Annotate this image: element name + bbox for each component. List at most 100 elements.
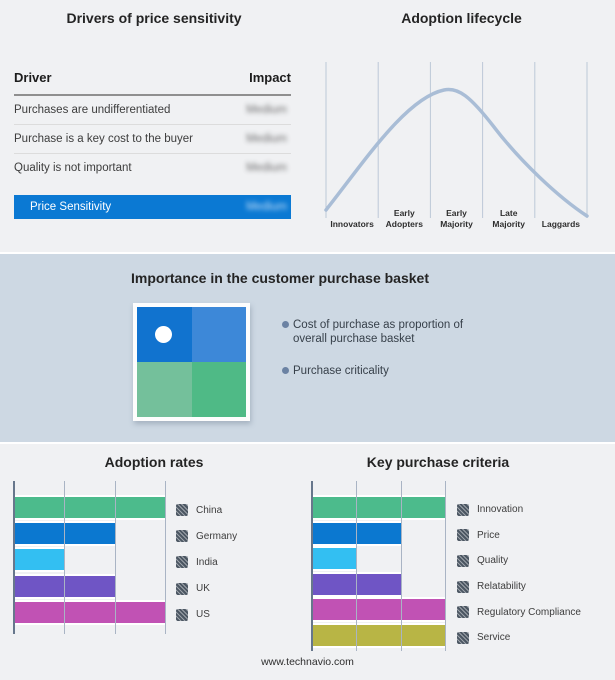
- bullet-item: Purchase criticality: [282, 364, 492, 378]
- adoption-rates-panel: Adoption rates China Germany India UK US: [0, 444, 308, 656]
- purchase-criteria-plot: [311, 481, 446, 651]
- quadrant-cell-bottom-right: [191, 362, 246, 417]
- legend-swatch-icon: [457, 580, 469, 593]
- purchase-criteria-panel: Key purchase criteria Innovation Price Qua…: [308, 444, 615, 656]
- drivers-title: Drivers of price sensitivity: [66, 10, 242, 26]
- legend-item: Price: [457, 523, 581, 549]
- legend-item: UK: [176, 576, 237, 602]
- legend-label: US: [196, 609, 210, 621]
- legend-item: Innovation: [457, 497, 581, 523]
- legend-item: Germany: [176, 523, 237, 549]
- table-row: Purchases are undifferentiated Medium: [14, 96, 291, 125]
- table-row: Quality is not important Medium: [14, 154, 291, 182]
- drivers-table-rows: Purchases are undifferentiated Medium Purc…: [14, 96, 291, 219]
- legend-label: Innovation: [477, 504, 524, 516]
- bar-germany: [15, 521, 116, 547]
- legend-swatch-icon: [457, 529, 469, 542]
- adoption-rates-title: Adoption rates: [104, 454, 204, 470]
- gridline: [445, 481, 446, 651]
- legend-item: China: [176, 497, 237, 523]
- legend-swatch-icon: [457, 554, 469, 567]
- bar-china: [15, 495, 166, 520]
- bullet-text: Purchase criticality: [293, 365, 389, 377]
- stage-label: Innovators: [330, 219, 374, 229]
- bar-regulatory-compliance: [313, 597, 446, 623]
- legend-swatch-icon: [176, 530, 188, 543]
- legend-swatch-icon: [176, 556, 188, 569]
- legend-label: Relatability: [477, 581, 526, 593]
- legend-swatch-icon: [457, 503, 469, 516]
- bar-india: [15, 547, 66, 573]
- driver-cell: Purchase is a key cost to the buyer: [14, 133, 193, 145]
- gridline: [165, 481, 166, 634]
- bar-us: [15, 599, 166, 625]
- driver-cell: Price Sensitivity: [30, 201, 112, 213]
- table-row: Price Sensitivity Medium: [14, 195, 291, 219]
- legend-label: Service: [477, 632, 511, 644]
- purchase-basket-band: Importance in the customer purchase bask…: [0, 252, 615, 444]
- stage-divider-lines: [325, 62, 588, 218]
- quadrant-matrix: [137, 307, 246, 417]
- driver-cell: Quality is not important: [14, 162, 132, 174]
- table-header: Driver Impact: [14, 70, 291, 96]
- legend-item: US: [176, 602, 237, 628]
- bar-service: [313, 622, 446, 648]
- legend-swatch-icon: [176, 504, 188, 517]
- drivers-panel: Drivers of price sensitivity Driver Impa…: [0, 0, 308, 252]
- lifecycle-panel: Adoption lifecycle Innovators Early Adopt…: [308, 0, 615, 252]
- impact-cell: Medium: [246, 201, 287, 213]
- bar-quality: [313, 546, 358, 572]
- bar-price: [313, 520, 402, 546]
- lifecycle-stages: Innovators Early Adopters Early Majority La…: [326, 203, 587, 230]
- purchase-criteria-title: Key purchase criteria: [366, 454, 510, 470]
- bar-uk: [15, 573, 116, 599]
- legend-swatch-icon: [176, 608, 188, 621]
- bar-relatability: [313, 571, 402, 597]
- adoption-rates-plot: [13, 481, 166, 634]
- legend-swatch-icon: [457, 631, 469, 644]
- table-row: Purchase is a key cost to the buyer Mediu…: [14, 125, 291, 154]
- legend-label: Quality: [477, 555, 509, 567]
- driver-column-header: Driver: [14, 70, 52, 85]
- lifecycle-chart: [324, 62, 589, 218]
- quadrant-cell-top-right: [191, 307, 246, 362]
- gridline: [400, 481, 402, 651]
- quadrant-frame: [133, 303, 250, 421]
- bars: [313, 495, 446, 649]
- purchase-criteria-legend: Innovation Price Quality Relatability Regula…: [457, 497, 581, 651]
- website-url: www.technavio.com: [261, 656, 354, 668]
- gridline: [114, 481, 116, 634]
- legend-label: Regulatory Compliance: [477, 606, 581, 618]
- position-marker-dot: [155, 326, 172, 343]
- bullet-icon: [282, 321, 289, 328]
- driver-cell: Purchases are undifferentiated: [14, 104, 171, 116]
- stage-label: Early Adopters: [385, 208, 423, 229]
- impact-cell: Medium: [246, 162, 287, 174]
- bar-innovation: [313, 495, 446, 520]
- legend-item: Regulatory Compliance: [457, 599, 581, 625]
- legend-label: China: [196, 504, 223, 516]
- gridline: [64, 481, 66, 634]
- legend-label: India: [196, 556, 218, 568]
- stage-label: Late Majority: [492, 208, 525, 229]
- legend-item: Quality: [457, 548, 581, 574]
- bullet-icon: [282, 367, 289, 374]
- impact-cell: Medium: [246, 104, 287, 116]
- impact-cell: Medium: [246, 133, 287, 145]
- legend-item: Relatability: [457, 574, 581, 600]
- bullet-item: Cost of purchase as proportion of overal…: [282, 318, 492, 346]
- lifecycle-title: Adoption lifecycle: [401, 10, 522, 26]
- basket-bullets: Cost of purchase as proportion of overal…: [282, 318, 492, 396]
- stage-label: Early Majority: [440, 208, 473, 229]
- stage-label: Laggards: [541, 219, 581, 229]
- quadrant-cell-bottom-left: [137, 362, 192, 417]
- bullet-text: Cost of purchase as proportion of overal…: [293, 319, 464, 345]
- legend-label: Germany: [196, 530, 238, 542]
- adoption-rates-legend: China Germany India UK US: [176, 497, 237, 628]
- legend-label: Price: [477, 529, 500, 541]
- gridline: [356, 481, 358, 651]
- bell-curve: [324, 87, 589, 218]
- legend-label: UK: [196, 583, 210, 595]
- legend-item: India: [176, 549, 237, 575]
